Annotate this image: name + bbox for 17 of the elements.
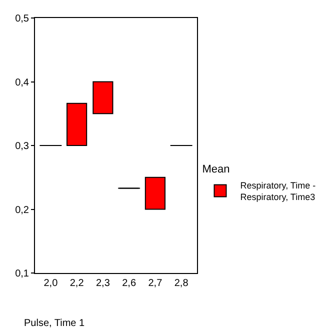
legend-title: Mean xyxy=(202,164,230,176)
bar xyxy=(144,176,166,210)
y-tick-label: 0,3 xyxy=(15,141,30,152)
x-axis-title: Pulse, Time 1 xyxy=(24,318,86,329)
y-tick-label: 0,2 xyxy=(15,204,30,216)
x-tick-label: 2,7 xyxy=(148,278,163,289)
x-tick-label: 2,2 xyxy=(70,278,84,289)
y-tick-label: 0,4 xyxy=(15,77,30,88)
legend-label: Respiratory, Time - Respiratory, Time3 xyxy=(240,180,316,202)
x-tick-label: 2,8 xyxy=(174,278,189,289)
bar xyxy=(66,102,88,146)
y-tick-label: 0,1 xyxy=(15,268,30,280)
bar xyxy=(92,81,114,114)
x-tick-label: 2,6 xyxy=(122,278,136,289)
y-tick-label: 0,5 xyxy=(15,14,30,24)
x-tick-label: 2,3 xyxy=(96,278,110,289)
x-tick-label: 2,0 xyxy=(44,278,58,289)
